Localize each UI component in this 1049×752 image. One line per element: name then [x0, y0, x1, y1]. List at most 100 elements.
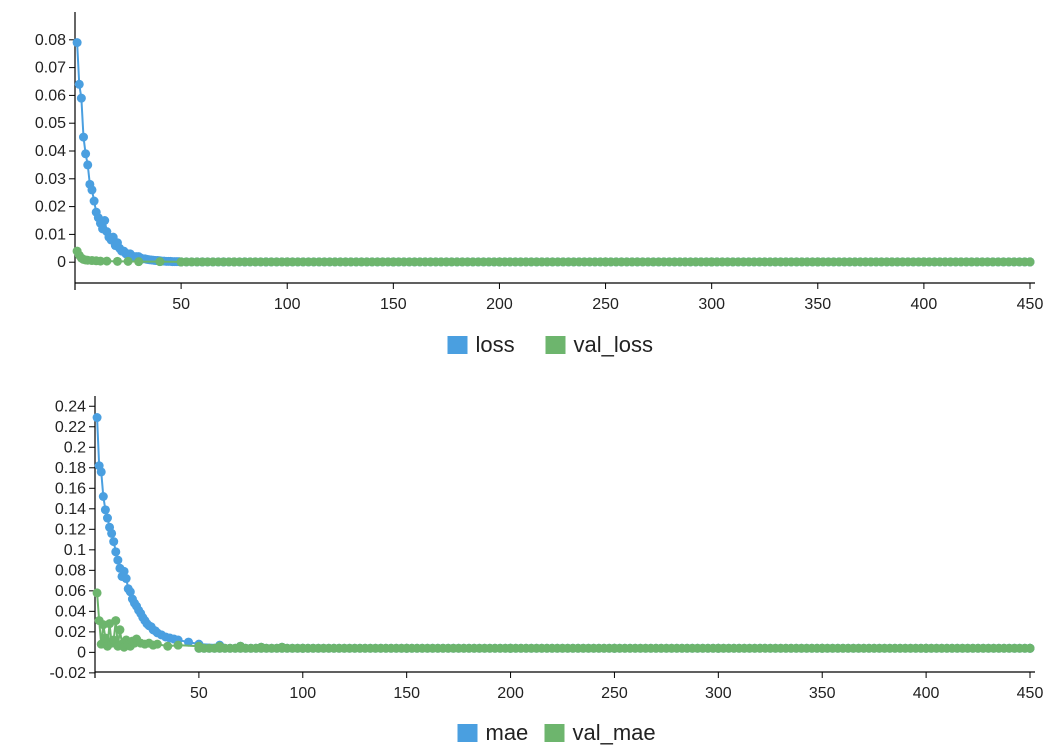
data-point-val_mae — [163, 641, 173, 651]
legend-swatch-val_mae — [544, 724, 565, 742]
x-tick-label: 300 — [705, 685, 732, 702]
data-point-mae — [121, 574, 131, 584]
data-point-mae — [119, 566, 129, 576]
data-point-loss — [78, 132, 88, 142]
legend-label-loss: loss — [476, 332, 515, 357]
y-tick-label: 0.12 — [55, 521, 86, 538]
x-tick-label: 250 — [601, 685, 628, 702]
x-tick-label: 100 — [274, 296, 301, 313]
x-tick-label: 450 — [1017, 296, 1044, 313]
y-tick-label: 0.24 — [55, 398, 86, 415]
y-tick-label: 0.02 — [35, 199, 66, 216]
legend-label-mae: mae — [486, 720, 529, 745]
data-point-val_mae — [817, 643, 827, 653]
data-point-val_loss — [282, 257, 292, 267]
data-point-mae — [113, 555, 123, 565]
series-val_loss — [72, 246, 1035, 267]
data-point-loss — [81, 149, 91, 159]
data-point-loss — [89, 196, 99, 206]
data-point-mae — [98, 491, 108, 501]
y-tick-label: 0.04 — [35, 143, 66, 160]
data-point-val_loss — [494, 257, 504, 267]
y-tick-label: 0.01 — [35, 226, 66, 243]
data-point-val_mae — [609, 643, 619, 653]
y-tick-label: 0.2 — [64, 439, 86, 456]
data-point-val_mae — [92, 588, 102, 598]
data-point-val_mae — [713, 643, 723, 653]
x-tick-label: 450 — [1017, 685, 1044, 702]
data-point-mae — [184, 637, 193, 647]
data-point-val_mae — [256, 642, 266, 652]
data-point-val_mae — [100, 633, 110, 643]
series-line-mae — [96, 417, 1030, 650]
data-point-val_loss — [176, 257, 186, 267]
x-tick-label: 50 — [172, 296, 190, 313]
data-point-val_mae — [921, 643, 931, 653]
y-tick-label: 0.07 — [35, 60, 66, 77]
y-tick-label: 0.02 — [55, 624, 86, 641]
y-tick-label: 0 — [57, 254, 66, 271]
data-point-val_loss — [813, 257, 823, 267]
x-tick-label: 400 — [911, 296, 938, 313]
data-point-val_mae — [277, 642, 287, 652]
y-tick-label: 0.05 — [35, 115, 66, 132]
legend-swatch-loss — [447, 336, 468, 354]
y-tick-label: 0.1 — [64, 542, 86, 559]
series-loss — [72, 38, 1035, 267]
x-tick-label: 350 — [804, 296, 831, 313]
x-tick-label: 250 — [592, 296, 619, 313]
legend: loss val_loss — [447, 332, 653, 357]
data-point-val_loss — [102, 256, 112, 266]
legend-swatch-val_loss — [545, 336, 566, 354]
y-tick-label: 0.16 — [55, 480, 86, 497]
legend-swatch-mae — [457, 724, 478, 742]
chart-1: 0 0.01 0.02 0.03 0.04 0.05 0.06 0.07 0.08 50 100 15… — [35, 12, 1044, 357]
x-tick-label: 200 — [486, 296, 513, 313]
data-point-mae — [111, 547, 121, 557]
data-point-val_loss — [134, 257, 144, 267]
data-point-val_loss — [388, 257, 398, 267]
y-tick-label: 0.14 — [55, 501, 86, 518]
data-point-val_mae — [152, 639, 162, 649]
series-val_mae — [92, 588, 1035, 653]
data-point-val_loss — [601, 257, 611, 267]
y-tick-label: -0.02 — [50, 665, 87, 682]
data-point-mae — [92, 413, 102, 423]
y-tick-label: 0.04 — [55, 603, 86, 620]
data-point-mae — [107, 528, 117, 538]
y-tick-label: 0.18 — [55, 460, 86, 477]
y-tick-label: 0.08 — [35, 32, 66, 49]
y-tick-label: 0 — [77, 644, 86, 661]
data-point-loss — [76, 93, 86, 103]
data-point-val_mae — [506, 643, 516, 653]
data-point-val_loss — [112, 256, 122, 266]
data-point-val_loss — [707, 257, 717, 267]
series-mae — [92, 413, 1035, 653]
data-point-val_loss — [1025, 257, 1035, 267]
x-tick-label: 200 — [497, 685, 524, 702]
y-tick-label: 0.06 — [35, 87, 66, 104]
y-tick-label: 0.06 — [55, 583, 86, 600]
data-point-val_mae — [111, 616, 121, 626]
legend-label-val_mae: val_mae — [573, 720, 656, 745]
x-tick-label: 150 — [393, 685, 420, 702]
data-point-mae — [109, 537, 119, 547]
data-point-mae — [96, 467, 106, 477]
x-tick-label: 50 — [190, 685, 208, 702]
data-point-val_mae — [173, 640, 183, 650]
data-point-loss — [100, 216, 110, 225]
data-point-val_mae — [194, 641, 204, 651]
x-tick-label: 350 — [809, 685, 836, 702]
legend: mae val_mae — [457, 720, 656, 745]
data-point-val_loss — [919, 257, 929, 267]
y-tick-label: 0.03 — [35, 171, 66, 188]
data-point-val_mae — [402, 643, 412, 653]
data-point-mae — [102, 513, 112, 523]
data-point-val_loss — [95, 256, 105, 266]
legend-label-val_loss: val_loss — [574, 332, 653, 357]
series-line-loss — [76, 42, 1030, 263]
data-point-loss — [72, 38, 82, 48]
data-point-loss — [83, 160, 93, 170]
x-tick-label: 150 — [380, 296, 407, 313]
